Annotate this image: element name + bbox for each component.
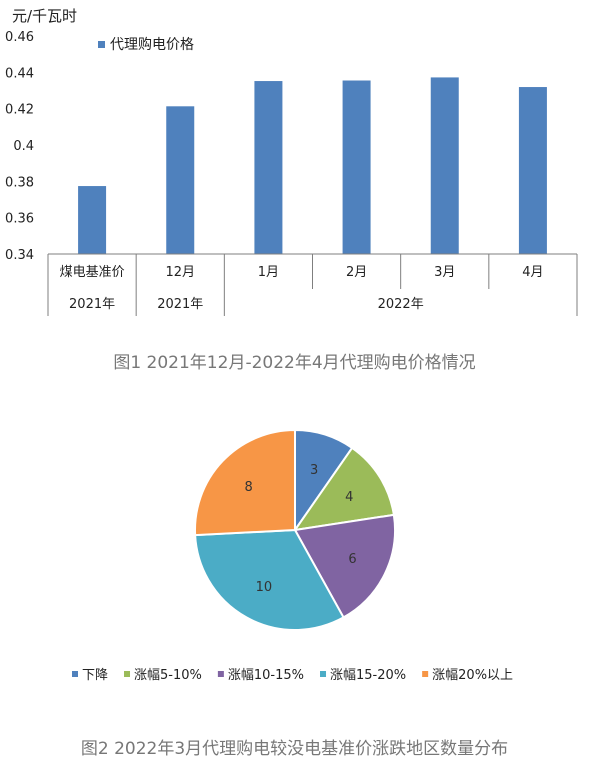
bar — [342, 80, 371, 254]
pie-slice — [194, 528, 345, 631]
legend-swatch — [72, 671, 78, 677]
y-tick-label: 0.34 — [5, 248, 34, 263]
y-tick-label: 0.44 — [5, 66, 34, 81]
x-tick-label: 12月 — [165, 265, 195, 280]
y-tick-label: 0.46 — [5, 30, 34, 45]
pie-value-labels: 3 4 6 10 8 — [244, 463, 356, 595]
legend-swatch — [422, 671, 429, 677]
legend-label: 涨幅10-15% — [228, 668, 304, 683]
legend-swatch — [217, 671, 224, 677]
pie-value-label: 6 — [348, 552, 356, 567]
pie-slice — [194, 428, 296, 537]
pie-value-label: 3 — [310, 463, 318, 478]
bars — [78, 77, 547, 255]
y-axis: 0.34 0.36 0.38 0.4 0.42 0.44 0.46 — [5, 30, 34, 263]
bar — [430, 77, 459, 254]
x-group-label: 2022年 — [378, 297, 424, 312]
legend-label: 代理购电价格 — [110, 37, 194, 53]
legend: 下降 涨幅5-10% 涨幅10-15% 涨幅15-20% 涨幅20%以上 — [72, 668, 513, 683]
figure-caption: 图1 2021年12月-2022年4月代理购电价格情况 — [113, 353, 476, 373]
figure-caption: 图2 2022年3月代理购电较没电基准价涨跌地区数量分布 — [80, 739, 509, 759]
pie-slice — [293, 513, 396, 619]
x-group-label: 2021年 — [157, 297, 203, 312]
pie-value-label: 8 — [244, 480, 252, 495]
pie-value-label: 4 — [345, 490, 353, 505]
legend: 代理购电价格 — [98, 37, 194, 53]
legend-swatch — [98, 41, 105, 48]
bar — [518, 87, 547, 254]
pie-slice — [292, 446, 395, 532]
y-tick-label: 0.36 — [5, 212, 34, 227]
y-tick-label: 0.38 — [5, 175, 34, 190]
y-axis-label: 元/千瓦时 — [12, 7, 77, 25]
pie-slices — [194, 428, 396, 631]
x-tick-label: 2月 — [346, 265, 367, 280]
x-tick-label: 1月 — [258, 265, 279, 280]
legend-swatch — [124, 671, 131, 677]
bar — [254, 81, 283, 254]
x-group-label: 2021年 — [69, 297, 115, 312]
legend-label: 涨幅15-20% — [330, 668, 406, 683]
x-tick-label: 煤电基准价 — [60, 265, 125, 280]
pie-value-label: 10 — [256, 580, 273, 595]
bar — [78, 186, 107, 254]
legend-label: 涨幅20%以上 — [432, 668, 513, 683]
legend-label: 涨幅5-10% — [134, 668, 202, 683]
pie-chart: 3 4 6 10 8 下降 涨幅5-10% 涨幅10-15% 涨幅15-20% 涨幅20%以上 — [72, 428, 513, 683]
bar-chart: 0.34 0.36 0.38 0.4 0.42 0.44 0.46 煤电基准价 12月 1月 2月… — [5, 7, 578, 316]
x-tick-label: 3月 — [434, 265, 455, 280]
bar — [166, 106, 195, 255]
legend-swatch — [320, 671, 327, 677]
y-tick-label: 0.4 — [13, 139, 34, 154]
y-tick-label: 0.42 — [5, 103, 34, 118]
x-tick-label: 4月 — [522, 265, 543, 280]
legend-label: 下降 — [82, 668, 108, 683]
x-axis: 煤电基准价 12月 1月 2月 3月 4月 2021年 2021年 2022年 — [47, 253, 578, 316]
